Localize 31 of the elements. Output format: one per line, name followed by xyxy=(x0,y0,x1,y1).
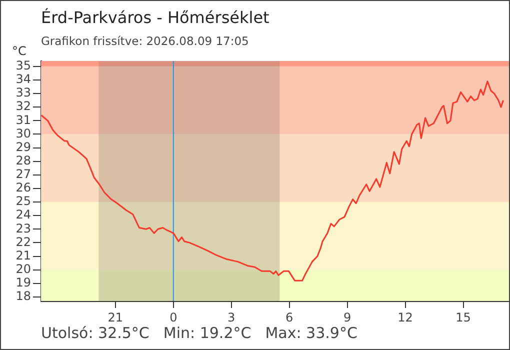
y-tick-label: 30 xyxy=(16,126,31,140)
text: Max: 33.9°C xyxy=(265,324,358,342)
y-tick-label: 27 xyxy=(16,167,31,182)
x-tick-label: 3 xyxy=(228,310,236,324)
x-tick-label: 0 xyxy=(170,310,178,324)
y-tick-label: 21 xyxy=(16,248,31,262)
x-tick-label: 21 xyxy=(108,310,124,324)
y-tick-label: 18 xyxy=(16,289,31,304)
y-axis-title: °C xyxy=(12,44,26,58)
y-tick-label: 24 xyxy=(16,208,31,222)
y-tick-label: 29 xyxy=(16,140,31,154)
y-tick-label: 31 xyxy=(16,112,31,127)
chart-title: Érd-Parkváros - Hőmérséklet xyxy=(41,8,270,27)
y-tick-label: 26 xyxy=(16,180,31,195)
y-tick-label: 19 xyxy=(16,276,31,290)
y-tick-label: 32 xyxy=(16,99,31,114)
text: Utolsó: 32.5°C xyxy=(41,324,150,342)
y-tick-label: 33 xyxy=(16,86,31,100)
x-tick-label: 12 xyxy=(398,310,413,324)
x-tick-label: 15 xyxy=(456,310,471,324)
x-tick-label: 6 xyxy=(286,310,294,324)
text: Min: 19.2°C xyxy=(163,324,252,342)
chart-subtitle: Grafikon frissítve: 2026.08.09 17:05 xyxy=(41,34,249,48)
y-tick-label: 22 xyxy=(16,234,31,249)
y-tick-label: 20 xyxy=(16,262,31,276)
y-tick-label: 23 xyxy=(16,221,31,236)
x-tick-label: 9 xyxy=(344,310,352,324)
y-tick-label: 25 xyxy=(16,194,31,208)
y-tick-label: 34 xyxy=(16,72,31,86)
y-tick-label: 28 xyxy=(16,153,31,168)
y-tick-label: 35 xyxy=(16,58,31,73)
